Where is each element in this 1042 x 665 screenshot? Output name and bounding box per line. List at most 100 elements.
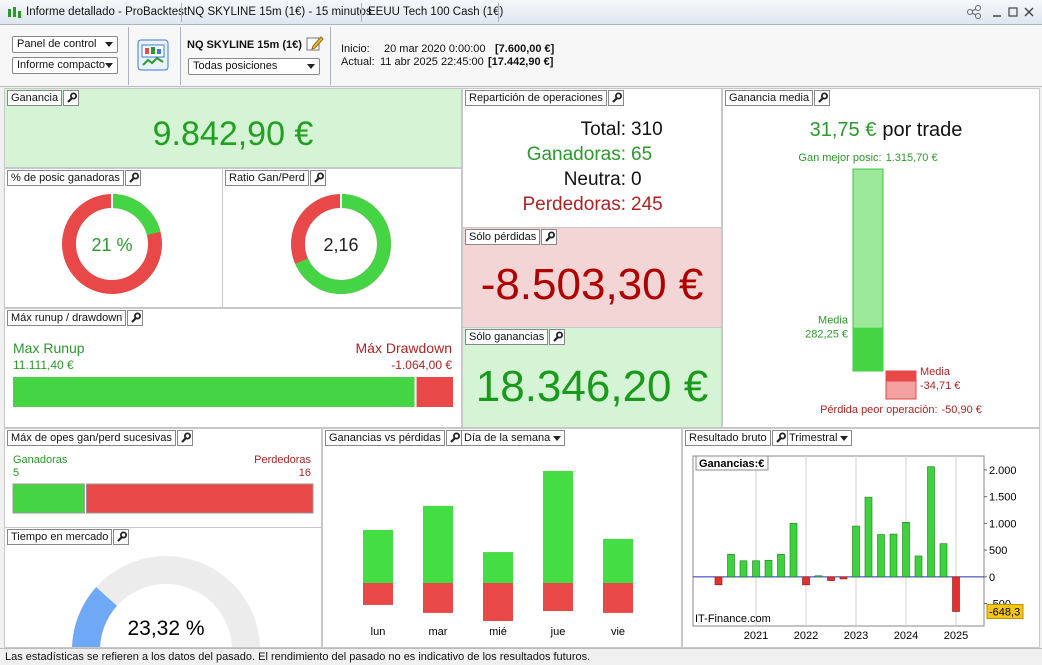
gain-bar — [363, 529, 393, 583]
time-panel: 23,32 % Tiempo en mercado — [4, 527, 322, 648]
system-name: NQ SKYLINE 15m (1€) — [187, 39, 302, 51]
best-label: Gan mejor posic: — [798, 152, 881, 164]
loss-bar — [363, 583, 393, 605]
panel-graphic: 23,32 % — [72, 556, 260, 647]
win-pct-panel: 21 % % de posic ganadoras — [4, 168, 223, 308]
gauge-label: 23,32 % — [127, 617, 204, 640]
window-controls[interactable] — [964, 4, 1038, 21]
edit-button[interactable] — [306, 34, 324, 52]
bar — [889, 533, 898, 578]
trade-count: 310 — [631, 119, 663, 140]
bar — [827, 576, 835, 581]
settings-button[interactable] — [113, 529, 129, 545]
donut-label: 21 % — [91, 235, 132, 255]
trade-label: Neutra: — [564, 169, 626, 190]
bar — [864, 496, 873, 578]
x-tick-label: 2023 — [844, 630, 868, 642]
mean-gain-value: 282,25 € — [805, 329, 848, 341]
legend: Ganancias:€ — [699, 458, 764, 470]
x-tick-label: mar — [429, 626, 448, 638]
consecutive-panel: Ganadoras 5 Perdedoras 16 Máx de opes gan/p… — [4, 428, 322, 528]
wrench-icon — [67, 92, 77, 103]
mean-gain-label: Media — [818, 315, 849, 327]
period-select[interactable]: Trimestral — [785, 430, 853, 446]
x-tick-label: lun — [371, 626, 386, 638]
trade-count: 0 — [631, 169, 642, 190]
panel-title: Sólo ganancias — [465, 329, 549, 345]
mean-loss-label: Media — [920, 366, 951, 378]
wins-value: 5 — [13, 467, 19, 479]
trade-label: Total: — [581, 119, 626, 140]
wrench-icon — [181, 432, 191, 443]
wins-label: Ganadoras — [13, 454, 68, 466]
avg-panel: 31,75 € por trade Gan mejor posic: 1.315,70… — [722, 88, 1040, 428]
settings-button[interactable] — [772, 430, 788, 446]
mode-select[interactable]: Informe compacto — [12, 57, 118, 74]
x-tick-label: jue — [550, 626, 566, 638]
drawdown-bar — [416, 377, 453, 407]
losses-value: -8.503,30 € — [480, 260, 704, 309]
system-tab[interactable]: NQ SKYLINE 15m (1€) - 15 minutos — [187, 6, 372, 18]
settings-button[interactable] — [608, 90, 624, 106]
x-tick-label: 2021 — [744, 630, 768, 642]
bar — [802, 576, 810, 586]
panel-title: Ratio Gan/Perd — [225, 170, 309, 186]
gain-bar — [543, 471, 573, 583]
period-select[interactable]: Día de la semana — [460, 430, 566, 446]
positions-select[interactable]: Todas posiciones — [188, 58, 320, 75]
separator — [181, 3, 182, 22]
wrench-icon — [129, 172, 139, 183]
settings-button[interactable] — [310, 170, 326, 186]
instrument-tab[interactable]: EEUU Tech 100 Cash (1€) — [368, 6, 504, 18]
trade-label: Ganadoras: — [527, 144, 626, 165]
y-tick-label: 500 — [989, 545, 1007, 557]
wrench-icon — [450, 432, 460, 443]
best-value: 1.315,70 € — [886, 152, 938, 164]
footer-note: Las estadísticas se refieren a los datos… — [0, 648, 1042, 665]
wrench-icon — [314, 172, 324, 183]
view-select[interactable]: Panel de control — [12, 36, 118, 53]
bar — [877, 534, 885, 578]
ratio-panel: 2,16 Ratio Gan/Perd — [222, 168, 462, 308]
gain-value: 9.842,90 € — [152, 115, 314, 153]
weekday-panel: lun mar mié jue vie Ganancias vs pérdidas Dí… — [322, 428, 682, 648]
panel-title: Resultado bruto — [685, 430, 771, 446]
panel-title: Sólo pérdidas — [465, 229, 541, 245]
current-label: Actual: — [341, 56, 375, 68]
report-icon[interactable] — [137, 39, 169, 71]
gains-value: 18.346,20 € — [475, 362, 709, 411]
bar — [789, 523, 798, 578]
settings-button[interactable] — [177, 430, 193, 446]
trade-count: 65 — [631, 144, 652, 165]
bar — [902, 521, 910, 578]
bar — [852, 525, 860, 578]
wins-bar — [12, 483, 85, 514]
panel-title: Repartición de operaciones — [465, 90, 607, 106]
x-tick-label: mié — [489, 626, 507, 638]
x-tick-label: vie — [611, 626, 625, 638]
bar — [764, 559, 773, 578]
x-tick-label: 2025 — [944, 630, 968, 642]
gauge-fill — [72, 587, 118, 647]
loss-bar — [423, 583, 453, 613]
settings-button[interactable] — [127, 310, 143, 326]
value-label-box — [986, 603, 1024, 619]
bar — [814, 575, 823, 578]
bar — [952, 576, 960, 612]
worst-value: -50,90 € — [942, 404, 982, 416]
losses-value: 16 — [299, 467, 311, 479]
settings-button[interactable] — [446, 430, 462, 446]
title-bar: Informe detallado - ProBacktest NQ SKYLI… — [0, 0, 1042, 25]
value-label: -648,3 — [989, 606, 1020, 618]
current-date: 11 abr 2025 22:45:00 — [380, 56, 484, 68]
settings-button[interactable] — [63, 90, 79, 106]
separator — [361, 3, 362, 22]
panel-title: % de posic ganadoras — [7, 170, 124, 186]
wrench-icon — [131, 312, 141, 323]
settings-button[interactable] — [814, 90, 830, 106]
settings-button[interactable] — [125, 170, 141, 186]
settings-button[interactable] — [541, 229, 557, 245]
settings-button[interactable] — [549, 329, 565, 345]
